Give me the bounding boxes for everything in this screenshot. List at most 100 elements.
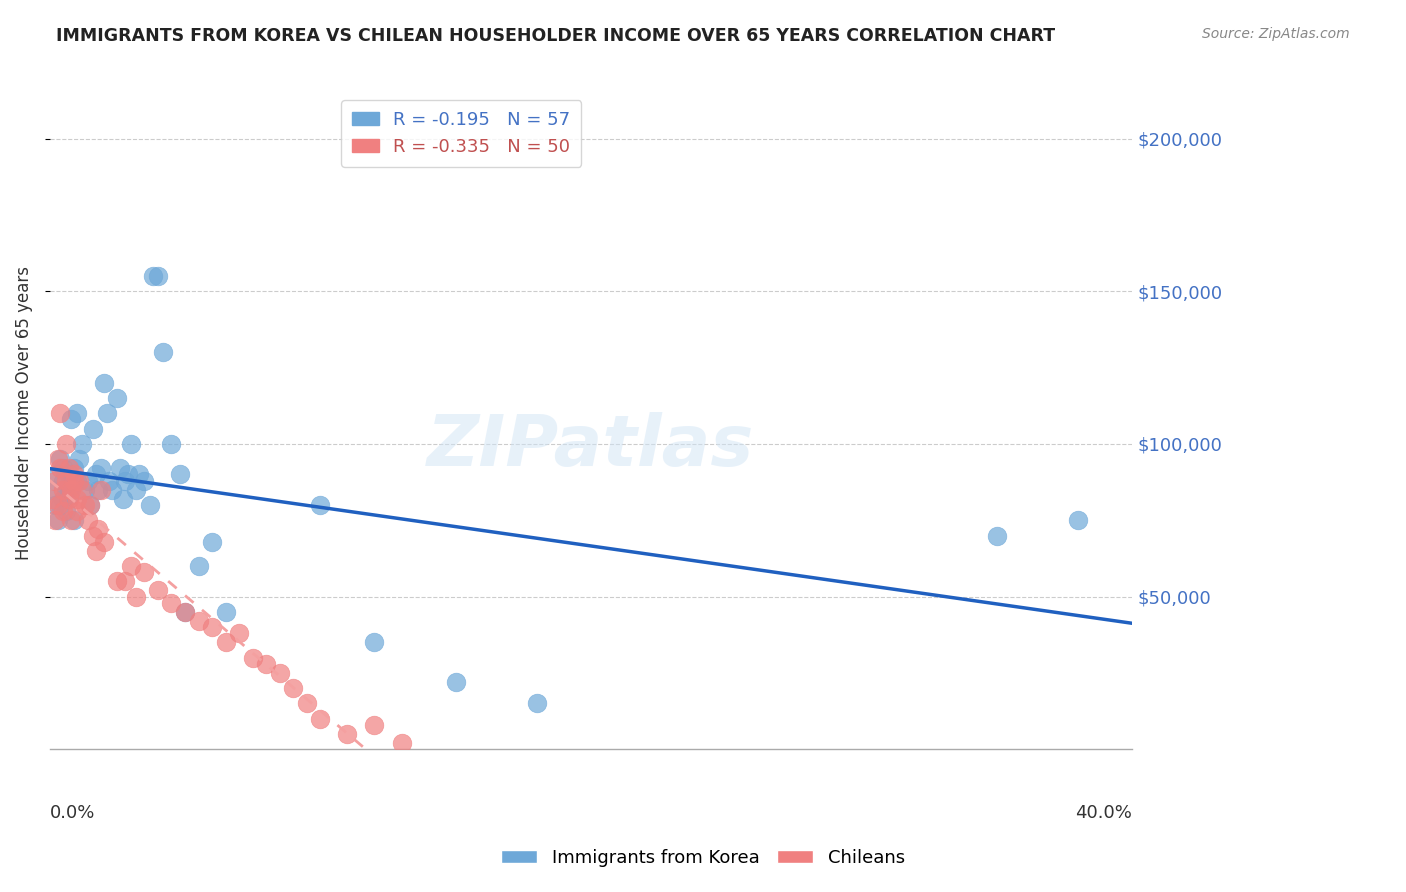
Point xyxy=(66,491,89,506)
Point xyxy=(214,605,236,619)
Point xyxy=(70,483,93,497)
Point xyxy=(295,697,318,711)
Point xyxy=(55,474,77,488)
Point xyxy=(66,504,89,518)
Point xyxy=(90,483,112,497)
Point xyxy=(60,412,83,426)
Point xyxy=(73,483,96,497)
Point xyxy=(309,712,332,726)
Point xyxy=(63,474,86,488)
Point xyxy=(44,513,66,527)
Text: IMMIGRANTS FROM KOREA VS CHILEAN HOUSEHOLDER INCOME OVER 65 YEARS CORRELATION CH: IMMIGRANTS FROM KOREA VS CHILEAN HOUSEHO… xyxy=(56,27,1056,45)
Point xyxy=(63,461,86,475)
Point xyxy=(76,513,98,527)
Point xyxy=(146,268,169,283)
Point xyxy=(46,513,69,527)
Point xyxy=(73,498,96,512)
Point xyxy=(125,483,148,497)
Legend: R = -0.195   N = 57, R = -0.335   N = 50: R = -0.195 N = 57, R = -0.335 N = 50 xyxy=(340,100,581,167)
Point xyxy=(134,565,156,579)
Point xyxy=(526,697,548,711)
Point xyxy=(134,474,156,488)
Point xyxy=(58,467,80,482)
Point xyxy=(363,635,385,649)
Point xyxy=(82,528,104,542)
Point xyxy=(41,491,63,506)
Point xyxy=(58,491,80,506)
Point xyxy=(174,605,197,619)
Point xyxy=(41,483,63,497)
Point xyxy=(46,452,69,467)
Point xyxy=(187,559,209,574)
Point xyxy=(152,345,174,359)
Point xyxy=(108,461,131,475)
Point xyxy=(70,437,93,451)
Point xyxy=(93,534,115,549)
Point xyxy=(66,406,89,420)
Point xyxy=(58,489,80,503)
Point xyxy=(52,474,75,488)
Point xyxy=(96,406,118,420)
Point xyxy=(46,467,69,482)
Point xyxy=(117,467,139,482)
Point xyxy=(60,480,83,494)
Point xyxy=(63,467,86,482)
Point xyxy=(125,590,148,604)
Point xyxy=(214,635,236,649)
Point xyxy=(90,461,112,475)
Point xyxy=(49,461,72,475)
Text: Source: ZipAtlas.com: Source: ZipAtlas.com xyxy=(1202,27,1350,41)
Point xyxy=(82,422,104,436)
Point xyxy=(55,504,77,518)
Legend: Immigrants from Korea, Chileans: Immigrants from Korea, Chileans xyxy=(494,842,912,874)
Point xyxy=(79,498,101,512)
Point xyxy=(146,583,169,598)
Point xyxy=(105,574,128,589)
Point xyxy=(60,513,83,527)
Point xyxy=(49,406,72,420)
Point xyxy=(44,474,66,488)
Point xyxy=(309,498,332,512)
Point xyxy=(67,452,90,467)
Text: ZIPatlas: ZIPatlas xyxy=(427,412,755,482)
Point xyxy=(66,474,89,488)
Point xyxy=(84,543,107,558)
Point xyxy=(986,528,1008,542)
Point xyxy=(174,605,197,619)
Point xyxy=(55,437,77,451)
Point xyxy=(52,461,75,475)
Point xyxy=(139,498,162,512)
Point xyxy=(444,675,467,690)
Point xyxy=(336,727,359,741)
Point xyxy=(55,483,77,497)
Point xyxy=(169,467,191,482)
Point xyxy=(363,718,385,732)
Point xyxy=(93,376,115,390)
Point xyxy=(160,437,183,451)
Point xyxy=(46,498,69,512)
Text: 0.0%: 0.0% xyxy=(49,805,96,822)
Y-axis label: Householder Income Over 65 years: Householder Income Over 65 years xyxy=(15,267,32,560)
Point xyxy=(111,491,134,506)
Text: 40.0%: 40.0% xyxy=(1076,805,1132,822)
Point xyxy=(187,614,209,628)
Point xyxy=(120,437,142,451)
Point xyxy=(228,626,250,640)
Point xyxy=(87,483,110,497)
Point xyxy=(44,498,66,512)
Point xyxy=(120,559,142,574)
Point xyxy=(114,474,136,488)
Point xyxy=(52,491,75,506)
Point xyxy=(63,513,86,527)
Point xyxy=(269,665,291,680)
Point xyxy=(67,474,90,488)
Point xyxy=(87,523,110,537)
Point xyxy=(52,504,75,518)
Point xyxy=(84,467,107,482)
Point xyxy=(283,681,305,696)
Point xyxy=(105,391,128,405)
Point xyxy=(141,268,163,283)
Point xyxy=(52,483,75,497)
Point xyxy=(201,620,224,634)
Point xyxy=(60,483,83,497)
